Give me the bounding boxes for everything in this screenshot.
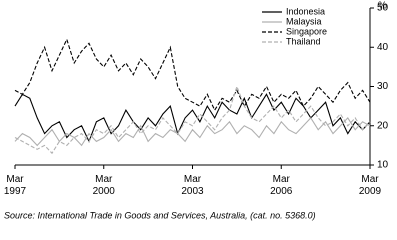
y-tick-label: 40 [377,42,389,53]
source-note: Source: International Trade in Goods and… [4,210,316,220]
y-axis-label: % [378,1,387,12]
x-tick-label: Mar 2009 [359,174,382,197]
legend-label: Indonesia [286,6,325,16]
y-tick-label: 20 [377,120,389,131]
chart: % Source: International Trade in Goods a… [4,1,389,221]
legend-label: Singapore [286,26,327,36]
y-tick-label: 50 [377,3,389,14]
y-tick-label: 30 [377,81,389,92]
series-line [14,117,371,147]
x-tick-label: Mar 2006 [270,174,293,197]
x-tick-label: Mar 2000 [93,174,116,197]
series-line [14,84,371,155]
x-tick-label: Mar 1997 [4,174,27,197]
legend-label: Thailand [286,36,321,46]
y-tick-label: 10 [377,160,389,171]
series-line [14,37,371,112]
legend-label: Malaysia [286,16,322,26]
x-tick-label: Mar 2003 [181,174,204,197]
